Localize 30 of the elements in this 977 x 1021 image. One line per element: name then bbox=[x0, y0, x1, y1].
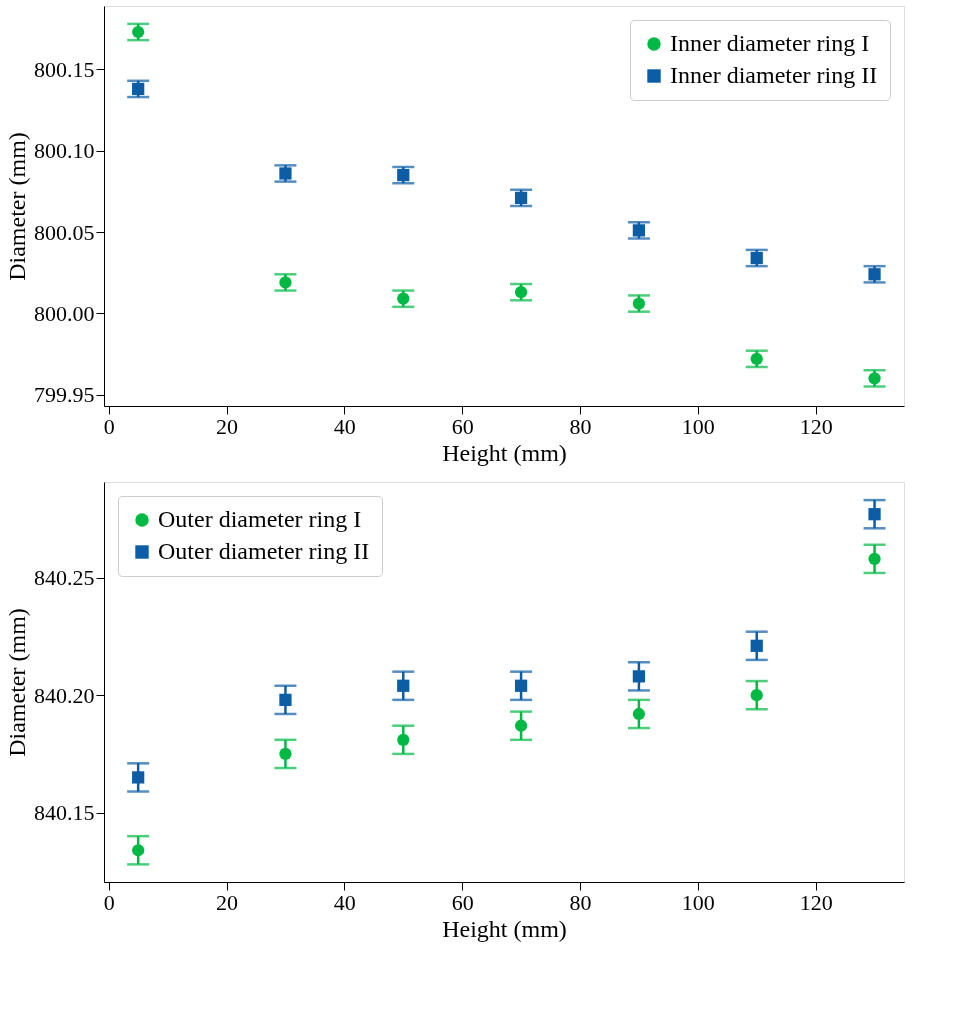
y-tick-label: 800.10 bbox=[34, 138, 95, 164]
legend-label: Inner diameter ring II bbox=[670, 62, 878, 88]
y-tick-label: 800.15 bbox=[34, 56, 95, 82]
x-tick-label: 100 bbox=[681, 889, 715, 915]
x-tick-label: 40 bbox=[333, 889, 356, 915]
x-tick-label: 120 bbox=[799, 889, 833, 915]
x-tick-label: 60 bbox=[451, 889, 474, 915]
y-axis-title: Diameter (mm) bbox=[4, 132, 30, 281]
y-tick-label: 840.15 bbox=[34, 800, 95, 826]
x-tick-label: 40 bbox=[333, 413, 356, 439]
legend-label: Outer diameter ring I bbox=[158, 506, 362, 532]
legend-label: Outer diameter ring II bbox=[158, 538, 370, 564]
x-tick-label: 20 bbox=[216, 413, 239, 439]
x-axis-title: Height (mm) bbox=[442, 439, 567, 466]
y-tick-label: 840.25 bbox=[34, 565, 95, 591]
y-tick-label: 840.20 bbox=[34, 682, 95, 708]
x-tick-label: 20 bbox=[216, 889, 239, 915]
x-tick-label: 80 bbox=[569, 889, 592, 915]
x-tick-label: 80 bbox=[569, 413, 592, 439]
x-tick-label: 60 bbox=[451, 413, 474, 439]
legend-label: Inner diameter ring I bbox=[670, 30, 870, 56]
y-tick-label: 799.95 bbox=[34, 382, 95, 408]
y-tick-label: 800.05 bbox=[34, 219, 95, 245]
x-axis-title: Height (mm) bbox=[442, 915, 567, 942]
y-axis-title: Diameter (mm) bbox=[4, 608, 30, 757]
y-tick-label: 800.00 bbox=[34, 300, 95, 326]
x-tick-label: 0 bbox=[103, 413, 115, 439]
x-tick-label: 0 bbox=[103, 889, 115, 915]
x-tick-label: 100 bbox=[681, 413, 715, 439]
x-tick-label: 120 bbox=[799, 413, 833, 439]
